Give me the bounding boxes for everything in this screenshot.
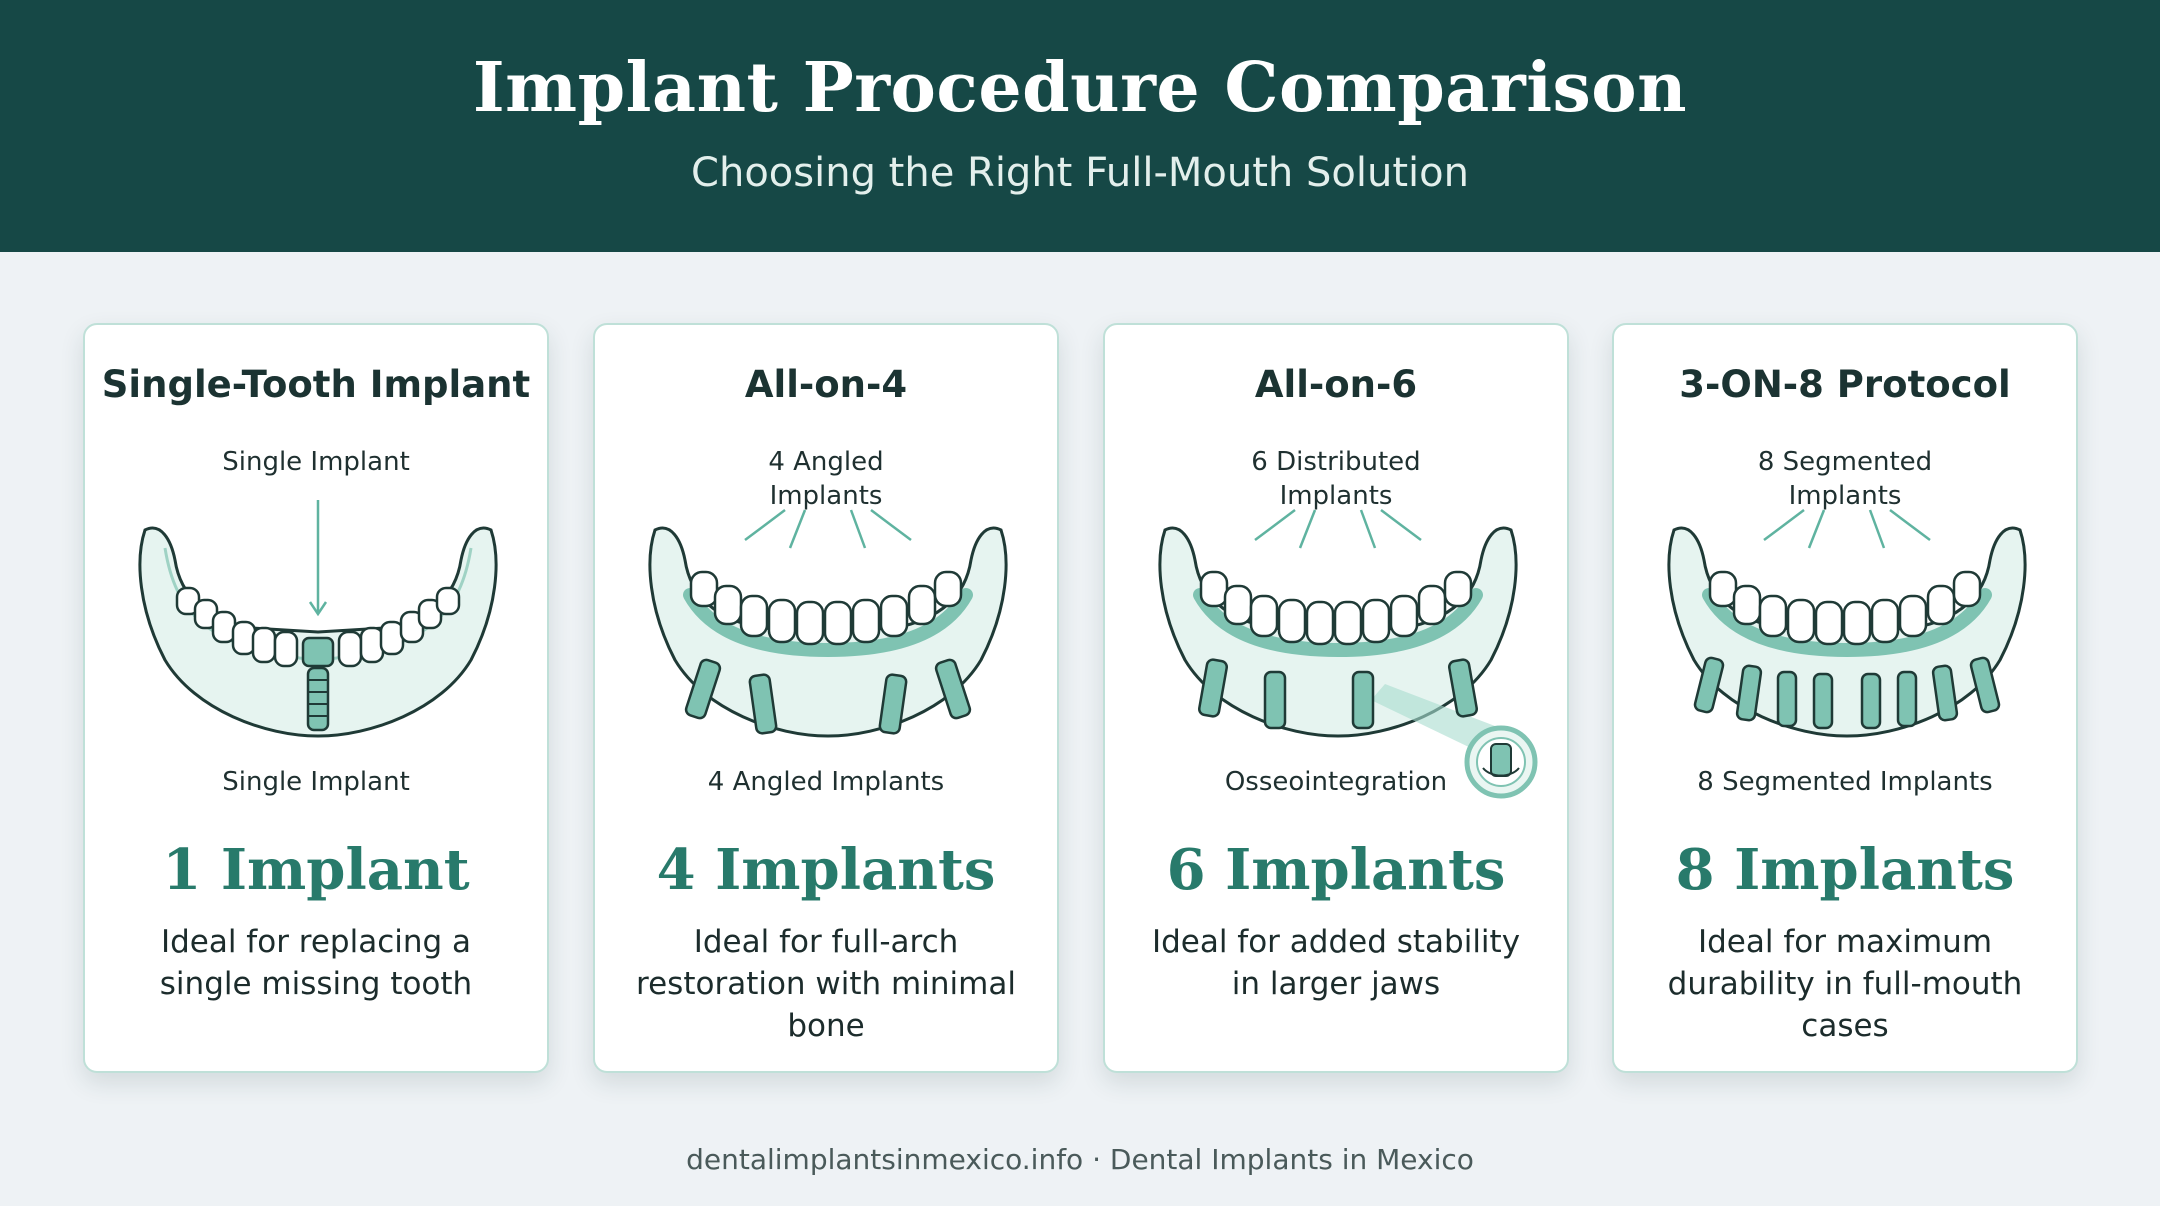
bottom-label: Single Implant — [222, 767, 410, 797]
bottom-label: 4 Angled Implants — [707, 767, 945, 797]
crown — [301, 636, 335, 668]
bottom-label: 8 Segmented Implants — [1697, 767, 1993, 797]
implant-count: 4 Implants — [656, 837, 996, 903]
teeth-row — [689, 570, 963, 646]
card-all-on-4: All-on-4 4 Angled Implants — [593, 323, 1059, 1073]
arrow-icons — [1254, 509, 1422, 549]
jaw-illustration-3-on-8 — [1667, 509, 2027, 738]
card-description: Ideal for replacing a single missing too… — [159, 924, 473, 1002]
gum-bridge — [1193, 588, 1483, 658]
teeth-row — [1199, 570, 1473, 646]
card-title: All-on-4 — [744, 363, 908, 406]
top-label: Single Implant — [222, 447, 410, 477]
arrow-icon — [308, 500, 328, 617]
bottom-label: Osseointegration — [1224, 767, 1448, 797]
card-title: All-on-6 — [1254, 363, 1418, 406]
card-description: Ideal for added stability in larger jaws — [1151, 924, 1521, 1002]
arrow-icons — [1763, 509, 1931, 549]
card-3-on-8: 3-ON-8 Protocol 8 Segmented Implants — [1612, 323, 2078, 1073]
implant-count: 1 Implant — [162, 837, 470, 903]
gum-bridge — [1702, 588, 1992, 658]
card-title: Single-Tooth Implant — [101, 363, 531, 406]
implant-posts — [1693, 656, 2001, 730]
callout-beam — [1371, 684, 1495, 750]
header-banner: Implant Procedure Comparison Choosing th… — [0, 0, 2160, 252]
implant-count: 8 Implants — [1675, 837, 2015, 903]
teeth-row — [1708, 570, 1982, 646]
teeth-row — [175, 586, 461, 668]
card-description: Ideal for full-arch restoration with min… — [636, 924, 1016, 1044]
jaw-illustration-all-on-6 — [1158, 509, 1518, 750]
footer-credit: dentalimplantsinmexico.info · Dental Imp… — [686, 1143, 1474, 1176]
implant-posts — [684, 658, 972, 735]
top-label: 4 Angled Implants — [768, 447, 884, 511]
arrow-icons — [744, 509, 912, 549]
page-subtitle: Choosing the Right Full-Mouth Solution — [691, 150, 1469, 196]
gum-bridge — [683, 588, 973, 658]
card-single-tooth: Single-Tooth Implant Single Implant — [83, 323, 549, 1073]
implant-post — [306, 666, 330, 732]
jaw-illustration-single — [138, 500, 498, 738]
card-all-on-6: All-on-6 6 Distributed Implants — [1103, 323, 1569, 1073]
card-title: 3-ON-8 Protocol — [1679, 363, 2011, 406]
card-description: Ideal for maximum durability in full-mou… — [1667, 924, 2023, 1044]
top-label: 8 Segmented Implants — [1757, 447, 1933, 511]
osseointegration-magnifier-icon — [1464, 725, 1538, 799]
implant-count: 6 Implants — [1166, 837, 1506, 903]
page-title: Implant Procedure Comparison — [472, 48, 1688, 128]
implant-posts — [1197, 658, 1479, 730]
jaw-illustration-all-on-4 — [648, 509, 1008, 738]
top-label: 6 Distributed Implants — [1251, 447, 1421, 511]
